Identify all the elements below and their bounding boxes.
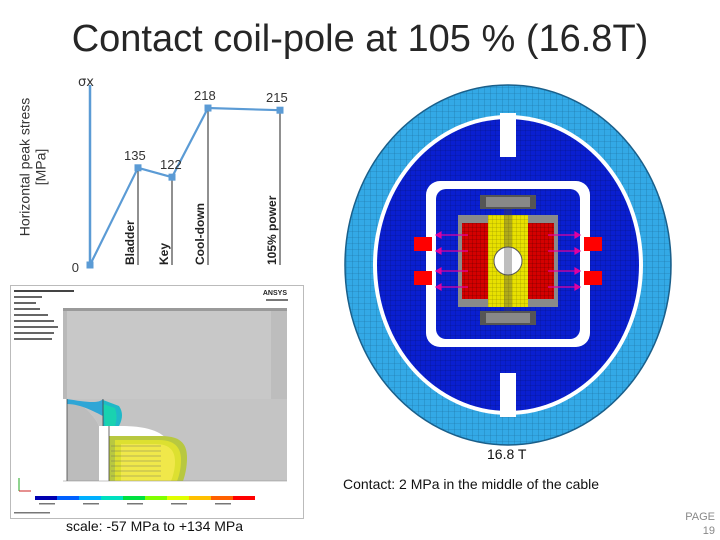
fea-model — [63, 308, 287, 482]
data-point — [204, 104, 212, 112]
data-label: 135 — [124, 148, 146, 163]
category-label: 105% power — [265, 195, 279, 265]
series-symbol-label: σx — [78, 75, 94, 90]
magnet-cross-section — [344, 84, 672, 446]
category-label: Bladder — [123, 220, 137, 265]
page-number: PAGE 19 — [675, 510, 715, 538]
data-label: 0 — [72, 260, 79, 275]
axis-triad-icon — [18, 478, 31, 492]
stress-series-line — [89, 106, 281, 266]
data-point — [168, 173, 176, 181]
page-label: PAGE — [685, 511, 715, 523]
contact-arrows — [434, 230, 582, 292]
y-axis-label: Horizontal peak stress[MPa] — [17, 98, 49, 237]
ansys-logo: ANSYS — [263, 290, 287, 297]
vertical-gaps — [500, 113, 516, 417]
fea-stress-plot: ANSYS — [10, 285, 304, 519]
stress-line-chart: Horizontal peak stress[MPa] σx 0 135 122 218 2… — [17, 75, 288, 275]
bladder-slots — [414, 237, 602, 285]
data-point — [134, 164, 142, 172]
category-label: Key — [157, 243, 171, 265]
slide-title: Contact coil-pole at 105 % (16.8T) — [71, 18, 649, 60]
category-label: Cool-down — [193, 203, 207, 265]
stress-scale-caption: scale: -57 MPa to +134 MPa — [66, 518, 244, 534]
data-point — [276, 106, 284, 114]
contact-caption: Contact: 2 MPa in the middle of the cabl… — [343, 476, 600, 492]
data-label: 122 — [160, 157, 182, 172]
data-label: 218 — [194, 88, 216, 103]
fea-header-info — [14, 290, 74, 340]
data-point — [86, 261, 94, 269]
data-label: 215 — [266, 90, 288, 105]
pole-pads — [480, 195, 536, 325]
stress-color-legend — [14, 496, 255, 514]
field-label: 16.8 T — [487, 446, 527, 462]
page-number-value: 19 — [702, 525, 715, 537]
coil-block — [458, 209, 558, 313]
